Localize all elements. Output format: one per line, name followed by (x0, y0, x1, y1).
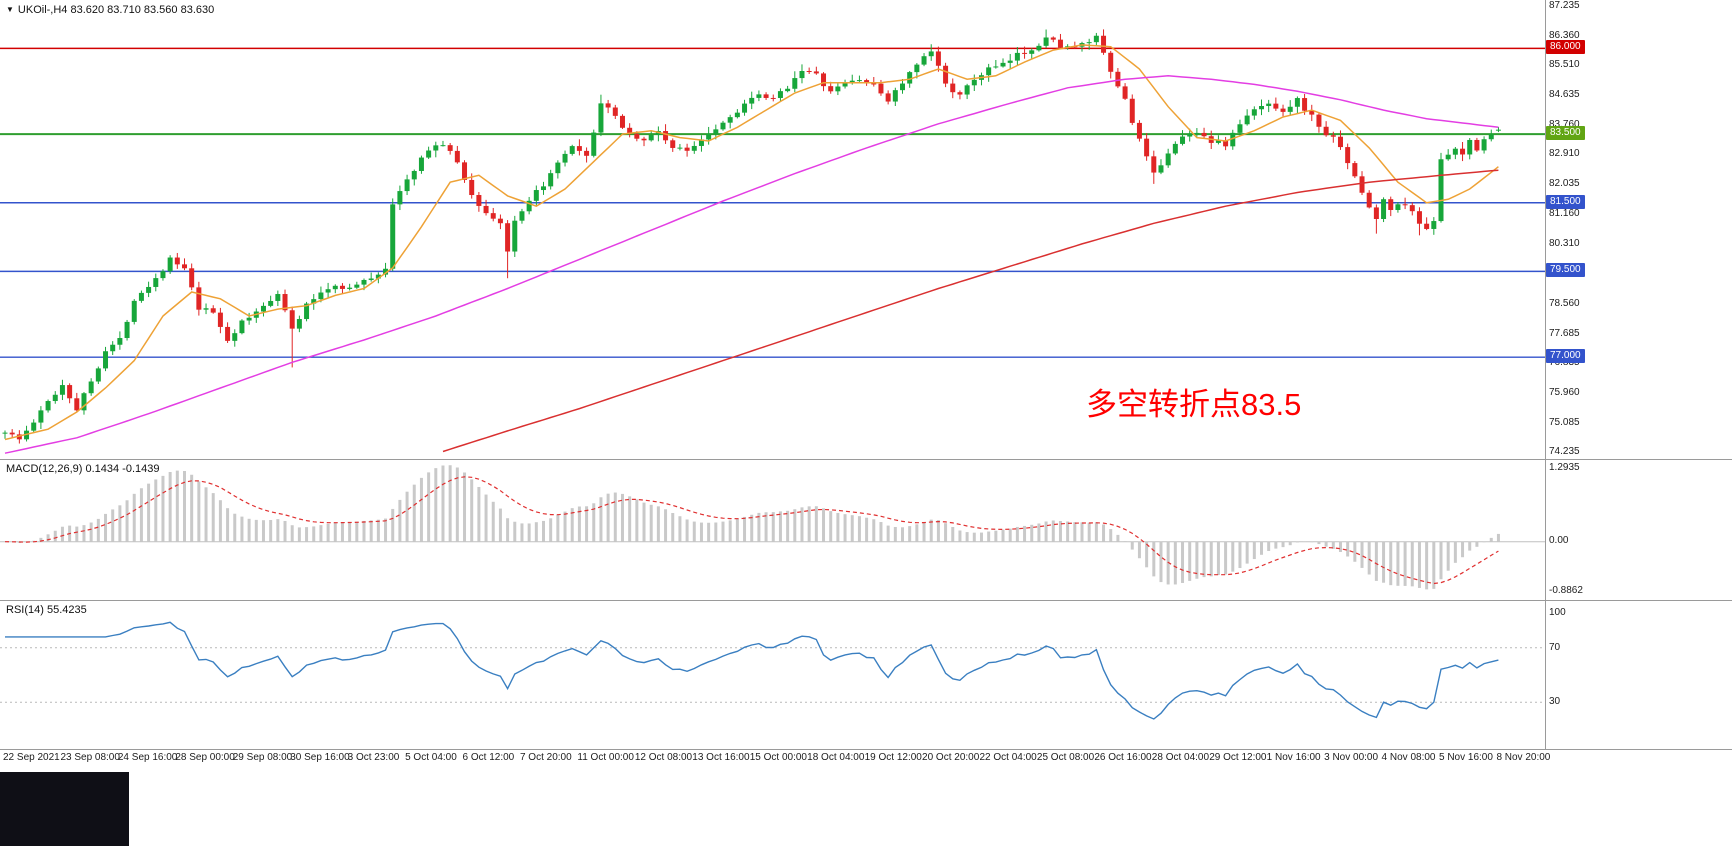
time-label: 30 Sep 16:00 (290, 752, 350, 763)
time-label: 5 Oct 04:00 (405, 752, 457, 763)
price-line-badge: 86.000 (1546, 40, 1585, 55)
time-label: 29 Sep 08:00 (232, 752, 293, 763)
annotation-text-object[interactable]: 多空转折点83.5 (1086, 387, 1302, 422)
price-tick: 83.760 (1549, 119, 1580, 131)
background-window-fragment[interactable] (0, 772, 129, 846)
time-label: 6 Oct 12:00 (462, 752, 515, 763)
time-label: 23 Sep 08:00 (60, 752, 120, 763)
time-label: 22 Sep 2021 (3, 752, 60, 763)
ma-fast-orange (4, 44, 1499, 441)
rsi-indicator-label: RSI(14) 55.4235 (6, 604, 87, 616)
chart-ohlc-header: ▼ UKOil-,H4 83.620 83.710 83.560 83.630 (6, 4, 214, 16)
time-label: 20 Oct 20:00 (922, 752, 980, 763)
time-label: 13 Oct 16:00 (692, 752, 750, 763)
time-label: 28 Oct 04:00 (1151, 752, 1210, 763)
time-label: 3 Oct 23:00 (347, 752, 400, 763)
price-tick: 78.560 (1549, 297, 1580, 309)
time-label: 5 Nov 16:00 (1439, 752, 1493, 763)
panel-separators (0, 0, 1732, 750)
rsi-axis-label: 30 (1549, 696, 1561, 708)
time-label: 1 Nov 16:00 (1266, 752, 1321, 763)
macd-indicator-label: MACD(12,26,9) 0.1434 -0.1439 (6, 463, 160, 475)
price-tick: 80.310 (1549, 237, 1580, 249)
price-line-badge: 81.500 (1546, 194, 1585, 209)
price-tick: 75.960 (1549, 386, 1580, 398)
rsi-line (5, 621, 1499, 720)
rsi-layer (0, 621, 1545, 720)
time-label: 11 Oct 00:00 (577, 752, 634, 763)
price-tick: 75.085 (1549, 416, 1580, 428)
candles-layer (2, 29, 1501, 444)
time-label: 24 Sep 16:00 (117, 752, 178, 763)
rsi-axis-label: 70 (1549, 641, 1561, 653)
price-tick: 77.685 (1549, 327, 1580, 339)
price-line-badge: 77.000 (1546, 349, 1585, 364)
price-tick: 86.360 (1549, 30, 1580, 42)
ma-medium-magenta (4, 75, 1499, 454)
price-line-badge: 83.500 (1546, 126, 1585, 141)
time-label: 12 Oct 08:00 (634, 752, 693, 763)
price-tick: 84.635 (1549, 89, 1580, 101)
macd-layer (0, 465, 1545, 590)
price-tick: 74.235 (1549, 446, 1580, 457)
time-label: 26 Oct 16:00 (1094, 752, 1152, 763)
time-label: 4 Nov 08:00 (1381, 752, 1436, 763)
price-tick: 81.160 (1549, 208, 1580, 220)
macd-axis-label: 1.2935 (1549, 462, 1580, 473)
price-tick: 85.510 (1549, 59, 1580, 71)
time-label: 15 Oct 00:00 (749, 752, 807, 763)
time-label: 18 Oct 04:00 (807, 752, 865, 763)
time-label: 29 Oct 12:00 (1209, 752, 1267, 763)
macd-signal-line (4, 476, 1499, 585)
macd-axis-label: -0.8862 (1549, 585, 1583, 596)
chevron-down-icon[interactable]: ▼ (6, 5, 14, 14)
price-line-badge: 79.500 (1546, 263, 1585, 278)
time-label: 8 Nov 20:00 (1496, 752, 1551, 763)
time-label: 28 Sep 00:00 (175, 752, 235, 763)
macd-axis-label: 0.00 (1549, 534, 1569, 546)
time-label: 3 Nov 00:00 (1324, 752, 1379, 763)
symbol-ohlc-text: UKOil-,H4 83.620 83.710 83.560 83.630 (17, 4, 215, 16)
price-tick: 82.035 (1549, 178, 1580, 190)
price-tick: 82.910 (1549, 148, 1580, 160)
time-label: 7 Oct 20:00 (519, 752, 572, 763)
price-tick: 87.235 (1549, 0, 1580, 11)
rsi-axis-label: 100 (1549, 607, 1566, 618)
time-label: 22 Oct 04:00 (979, 752, 1037, 763)
horizontal-lines-layer[interactable] (0, 47, 1545, 358)
moving-averages-layer (4, 44, 1499, 454)
time-label: 19 Oct 12:00 (864, 752, 922, 763)
ma-slow-red (442, 169, 1499, 453)
time-label: 25 Oct 08:00 (1036, 752, 1095, 763)
